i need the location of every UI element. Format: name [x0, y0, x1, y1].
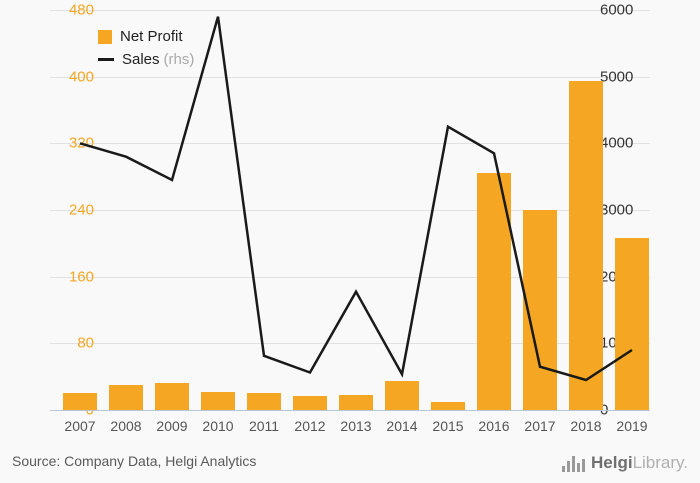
x-label-2011[interactable]: 2011	[249, 418, 279, 434]
x-label-2015[interactable]: 2015	[432, 418, 463, 434]
x-label-2014[interactable]: 2014	[386, 418, 417, 434]
legend-net-profit-label: Net Profit	[120, 28, 183, 45]
x-label-2008[interactable]: 2008	[110, 418, 141, 434]
logo-brand-bold: Helgi	[591, 453, 633, 473]
chart-container: 0 80 160 240 320 400 480 0 1000 2000 300…	[0, 0, 700, 483]
x-axis-labels: 2007 2008 2009 2010 2011 2012 2013 2014 …	[50, 410, 650, 435]
x-label-2012[interactable]: 2012	[294, 418, 325, 434]
helgi-library-logo[interactable]: Helgi Library.	[562, 453, 688, 473]
legend: Net Profit Sales (rhs)	[98, 28, 194, 74]
x-label-2017[interactable]: 2017	[524, 418, 555, 434]
x-label-2019[interactable]: 2019	[616, 418, 647, 434]
legend-sales-suffix: (rhs)	[164, 51, 195, 68]
net-profit-swatch-icon	[98, 30, 112, 44]
x-label-2007[interactable]: 2007	[64, 418, 95, 434]
logo-brand-light: Library.	[633, 453, 688, 473]
x-label-2013[interactable]: 2013	[340, 418, 371, 434]
sales-line-icon	[98, 58, 114, 61]
x-label-2009[interactable]: 2009	[156, 418, 187, 434]
x-label-2016[interactable]: 2016	[478, 418, 509, 434]
x-label-2010[interactable]: 2010	[202, 418, 233, 434]
x-label-2018[interactable]: 2018	[570, 418, 601, 434]
logo-bars-icon	[562, 454, 585, 472]
legend-net-profit[interactable]: Net Profit	[98, 28, 194, 45]
legend-sales-label: Sales	[122, 51, 160, 68]
source-text: Source: Company Data, Helgi Analytics	[12, 453, 256, 469]
legend-sales[interactable]: Sales (rhs)	[98, 51, 194, 68]
